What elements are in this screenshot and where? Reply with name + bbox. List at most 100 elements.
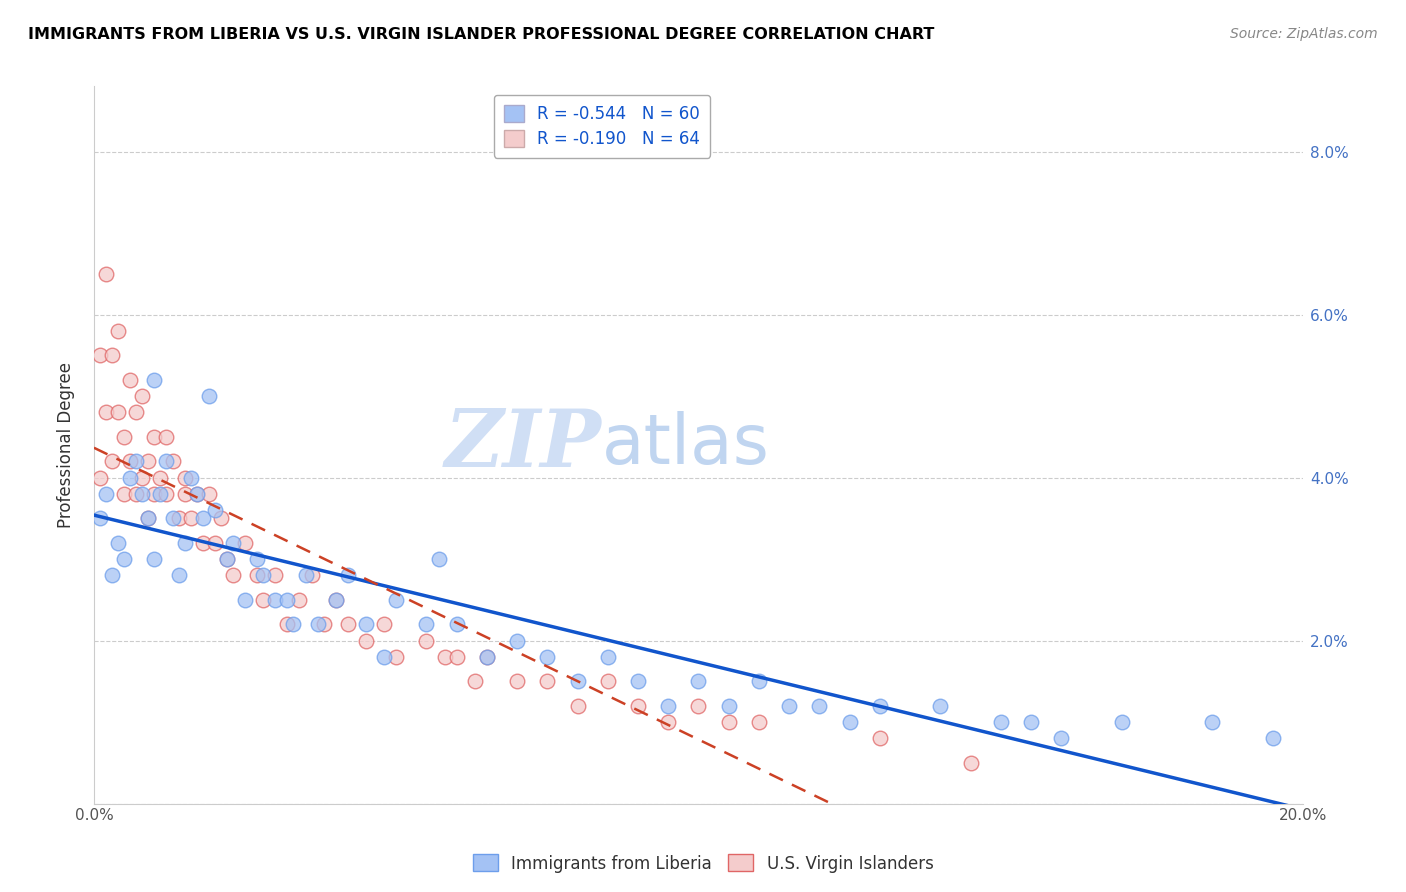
Point bbox=[112, 430, 135, 444]
Point bbox=[264, 568, 287, 582]
Point bbox=[155, 430, 177, 444]
Point bbox=[688, 698, 710, 713]
Point bbox=[264, 592, 287, 607]
Point bbox=[536, 674, 558, 689]
Point bbox=[112, 487, 135, 501]
Point bbox=[446, 649, 468, 664]
Point bbox=[373, 649, 395, 664]
Point bbox=[627, 674, 650, 689]
Point bbox=[125, 454, 148, 468]
Point bbox=[475, 649, 498, 664]
Point bbox=[276, 617, 298, 632]
Point bbox=[155, 487, 177, 501]
Point bbox=[173, 470, 195, 484]
Point bbox=[596, 674, 619, 689]
Point bbox=[155, 454, 177, 468]
Point bbox=[173, 487, 195, 501]
Point bbox=[233, 592, 256, 607]
Point bbox=[567, 698, 589, 713]
Point bbox=[138, 511, 160, 525]
Point bbox=[312, 617, 335, 632]
Point bbox=[506, 633, 529, 648]
Point bbox=[101, 568, 124, 582]
Point bbox=[536, 649, 558, 664]
Point bbox=[464, 674, 486, 689]
Point bbox=[325, 592, 347, 607]
Point bbox=[209, 511, 232, 525]
Point bbox=[959, 756, 981, 770]
Y-axis label: Professional Degree: Professional Degree bbox=[58, 362, 75, 528]
Point bbox=[222, 568, 245, 582]
Point bbox=[215, 552, 238, 566]
Point bbox=[101, 348, 124, 362]
Point bbox=[336, 617, 359, 632]
Point bbox=[869, 731, 891, 746]
Point bbox=[336, 568, 359, 582]
Point bbox=[186, 487, 208, 501]
Point bbox=[143, 552, 166, 566]
Point bbox=[222, 536, 245, 550]
Legend: Immigrants from Liberia, U.S. Virgin Islanders: Immigrants from Liberia, U.S. Virgin Isl… bbox=[465, 847, 941, 880]
Point bbox=[162, 511, 184, 525]
Point bbox=[929, 698, 952, 713]
Point bbox=[191, 536, 214, 550]
Point bbox=[89, 511, 111, 525]
Point bbox=[149, 470, 172, 484]
Point bbox=[354, 617, 377, 632]
Point bbox=[120, 470, 142, 484]
Text: ZIP: ZIP bbox=[444, 406, 602, 483]
Text: IMMIGRANTS FROM LIBERIA VS U.S. VIRGIN ISLANDER PROFESSIONAL DEGREE CORRELATION : IMMIGRANTS FROM LIBERIA VS U.S. VIRGIN I… bbox=[28, 27, 935, 42]
Point bbox=[94, 405, 117, 419]
Point bbox=[838, 715, 860, 730]
Point bbox=[173, 536, 195, 550]
Point bbox=[191, 511, 214, 525]
Point bbox=[180, 511, 202, 525]
Point bbox=[506, 674, 529, 689]
Point bbox=[143, 373, 166, 387]
Point bbox=[204, 503, 226, 517]
Point bbox=[385, 592, 408, 607]
Point bbox=[89, 348, 111, 362]
Point bbox=[325, 592, 347, 607]
Point bbox=[246, 568, 269, 582]
Point bbox=[596, 649, 619, 664]
Point bbox=[204, 536, 226, 550]
Point bbox=[138, 454, 160, 468]
Point bbox=[215, 552, 238, 566]
Text: atlas: atlas bbox=[602, 411, 769, 478]
Point bbox=[125, 487, 148, 501]
Point bbox=[354, 633, 377, 648]
Point bbox=[1050, 731, 1073, 746]
Point bbox=[276, 592, 298, 607]
Point bbox=[233, 536, 256, 550]
Point bbox=[149, 487, 172, 501]
Point bbox=[143, 430, 166, 444]
Point bbox=[107, 405, 129, 419]
Point bbox=[567, 674, 589, 689]
Point bbox=[131, 389, 153, 403]
Point bbox=[120, 454, 142, 468]
Point bbox=[112, 552, 135, 566]
Point bbox=[307, 617, 329, 632]
Point bbox=[475, 649, 498, 664]
Point bbox=[107, 536, 129, 550]
Point bbox=[283, 617, 305, 632]
Point bbox=[808, 698, 831, 713]
Point bbox=[869, 698, 891, 713]
Point bbox=[748, 715, 770, 730]
Point bbox=[162, 454, 184, 468]
Point bbox=[717, 715, 740, 730]
Point bbox=[717, 698, 740, 713]
Point bbox=[1111, 715, 1133, 730]
Point bbox=[446, 617, 468, 632]
Point bbox=[427, 552, 450, 566]
Point bbox=[120, 373, 142, 387]
Point bbox=[167, 511, 190, 525]
Point bbox=[778, 698, 800, 713]
Point bbox=[143, 487, 166, 501]
Point bbox=[246, 552, 269, 566]
Point bbox=[167, 568, 190, 582]
Point bbox=[186, 487, 208, 501]
Point bbox=[748, 674, 770, 689]
Point bbox=[288, 592, 311, 607]
